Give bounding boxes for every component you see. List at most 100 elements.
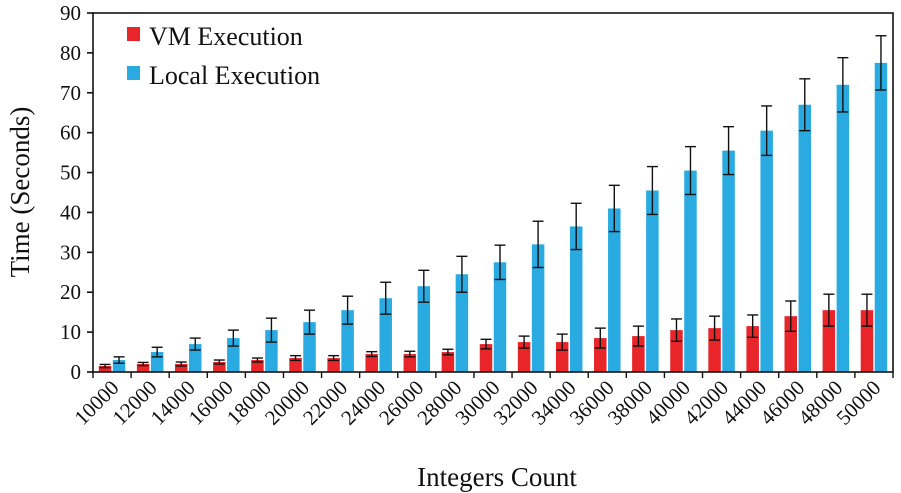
- error-bar-vm-execution-46000: [785, 300, 797, 333]
- bar-local-execution-50000: [874, 62, 888, 372]
- error-bar-vm-execution-14000: [175, 361, 187, 367]
- error-bar-local-execution-36000: [608, 184, 620, 233]
- error-bar-vm-execution-30000: [480, 338, 492, 350]
- bar-local-execution-38000: [646, 190, 659, 372]
- y-tick-label: 30: [60, 240, 81, 264]
- bar-local-execution-46000: [798, 104, 812, 372]
- y-tick-label: 70: [60, 81, 81, 105]
- error-bar-vm-execution-20000: [290, 354, 302, 362]
- bar-vm-execution-38000: [632, 336, 645, 372]
- bar-local-execution-36000: [608, 208, 621, 372]
- legend-label-local-execution: Local Execution: [149, 61, 320, 90]
- bar-vm-execution-22000: [327, 358, 340, 372]
- plot-frame: [92, 12, 894, 373]
- plot-area: [98, 62, 888, 373]
- bar-local-execution-14000: [188, 344, 202, 372]
- y-axis-ticks: 0 10 20 30 40 50 60 70 80 90: [60, 1, 93, 384]
- bar-vm-execution-30000: [479, 344, 493, 372]
- y-tick-label: 20: [60, 280, 81, 304]
- y-tick-label: 80: [60, 41, 81, 65]
- bar-local-execution-34000: [569, 226, 583, 372]
- y-tick-label: 90: [60, 1, 81, 25]
- bar-vm-execution-14000: [174, 364, 188, 372]
- y-tick-label: 0: [71, 360, 82, 384]
- bar-local-execution-10000: [112, 360, 126, 372]
- error-bar-vm-execution-16000: [213, 359, 225, 365]
- bar-vm-execution-20000: [289, 358, 302, 372]
- error-bar-vm-execution-44000: [747, 314, 759, 338]
- error-bar-local-execution-18000: [265, 317, 277, 343]
- error-bar-vm-execution-32000: [518, 335, 530, 349]
- x-axis-title: Integers Count: [417, 462, 577, 492]
- legend-label-vm-execution: VM Execution: [149, 22, 303, 51]
- bar-local-execution-28000: [455, 274, 469, 372]
- bar-vm-execution-28000: [441, 352, 455, 372]
- bar-vm-execution-42000: [708, 328, 721, 372]
- y-tick-label: 40: [60, 200, 81, 224]
- bar-local-execution-32000: [531, 244, 545, 372]
- legend-swatch-vm-execution: [127, 27, 140, 41]
- legend: VM Execution Local Execution: [127, 22, 320, 90]
- error-bar-local-execution-50000: [875, 35, 887, 91]
- error-bar-local-execution-28000: [456, 255, 468, 293]
- error-bar-local-execution-48000: [837, 56, 849, 113]
- error-bar-local-execution-30000: [494, 244, 506, 281]
- error-bar-local-execution-46000: [799, 78, 811, 132]
- error-bar-local-execution-42000: [723, 125, 735, 176]
- error-bar-vm-execution-18000: [251, 357, 263, 363]
- error-bar-vm-execution-26000: [404, 350, 416, 358]
- error-bar-vm-execution-48000: [823, 293, 835, 327]
- bar-local-execution-24000: [379, 298, 392, 372]
- y-tick-label: 10: [60, 320, 81, 344]
- error-bar-vm-execution-40000: [670, 318, 682, 342]
- bar-local-execution-42000: [722, 150, 735, 372]
- error-bar-local-execution-32000: [532, 220, 544, 269]
- bar-vm-execution-46000: [784, 316, 798, 372]
- bar-vm-execution-36000: [594, 338, 607, 372]
- x-tick-label: 50000: [831, 376, 885, 430]
- error-bars: [99, 35, 887, 369]
- x-axis-ticks: 1000012000140001600018000200002200024000…: [69, 372, 894, 430]
- error-bar-local-execution-40000: [684, 145, 696, 196]
- legend-swatch-local-execution: [127, 66, 140, 80]
- error-bar-local-execution-22000: [342, 295, 354, 325]
- bar-local-execution-22000: [341, 310, 354, 372]
- bar-local-execution-44000: [760, 130, 773, 372]
- bar-vm-execution-12000: [136, 364, 150, 372]
- error-bar-vm-execution-12000: [137, 361, 149, 367]
- bar-vm-execution-32000: [517, 342, 531, 372]
- error-bar-local-execution-10000: [113, 356, 125, 364]
- error-bar-local-execution-16000: [227, 329, 239, 347]
- error-bar-vm-execution-50000: [861, 293, 873, 327]
- error-bar-vm-execution-42000: [709, 315, 721, 341]
- bar-vm-execution-24000: [365, 354, 378, 372]
- error-bar-vm-execution-24000: [366, 350, 378, 358]
- bar-local-execution-40000: [684, 170, 697, 372]
- bar-local-execution-26000: [417, 286, 431, 372]
- error-bar-local-execution-12000: [151, 346, 163, 358]
- error-bar-local-execution-24000: [380, 281, 392, 315]
- error-bar-local-execution-20000: [304, 309, 316, 335]
- error-bar-vm-execution-22000: [328, 354, 340, 362]
- error-bar-vm-execution-28000: [442, 348, 454, 356]
- error-bar-vm-execution-10000: [99, 363, 111, 369]
- error-bar-local-execution-34000: [570, 202, 582, 251]
- error-bar-vm-execution-34000: [556, 333, 568, 351]
- error-bar-local-execution-26000: [418, 269, 430, 303]
- y-axis-title: Time (Seconds): [5, 107, 35, 278]
- bar-local-execution-18000: [265, 330, 278, 372]
- error-bar-local-execution-44000: [761, 105, 773, 157]
- y-tick-label: 60: [60, 121, 81, 145]
- bar-vm-execution-16000: [213, 362, 226, 372]
- bar-vm-execution-26000: [403, 354, 417, 372]
- axes: [92, 12, 894, 373]
- y-tick-label: 50: [60, 161, 81, 185]
- error-bar-vm-execution-36000: [594, 327, 606, 349]
- error-bar-local-execution-14000: [189, 337, 201, 351]
- bar-vm-execution-10000: [98, 366, 112, 372]
- bar-local-execution-48000: [836, 84, 850, 373]
- bar-vm-execution-18000: [251, 360, 264, 372]
- bar-local-execution-30000: [493, 262, 507, 372]
- error-bar-local-execution-38000: [646, 165, 658, 216]
